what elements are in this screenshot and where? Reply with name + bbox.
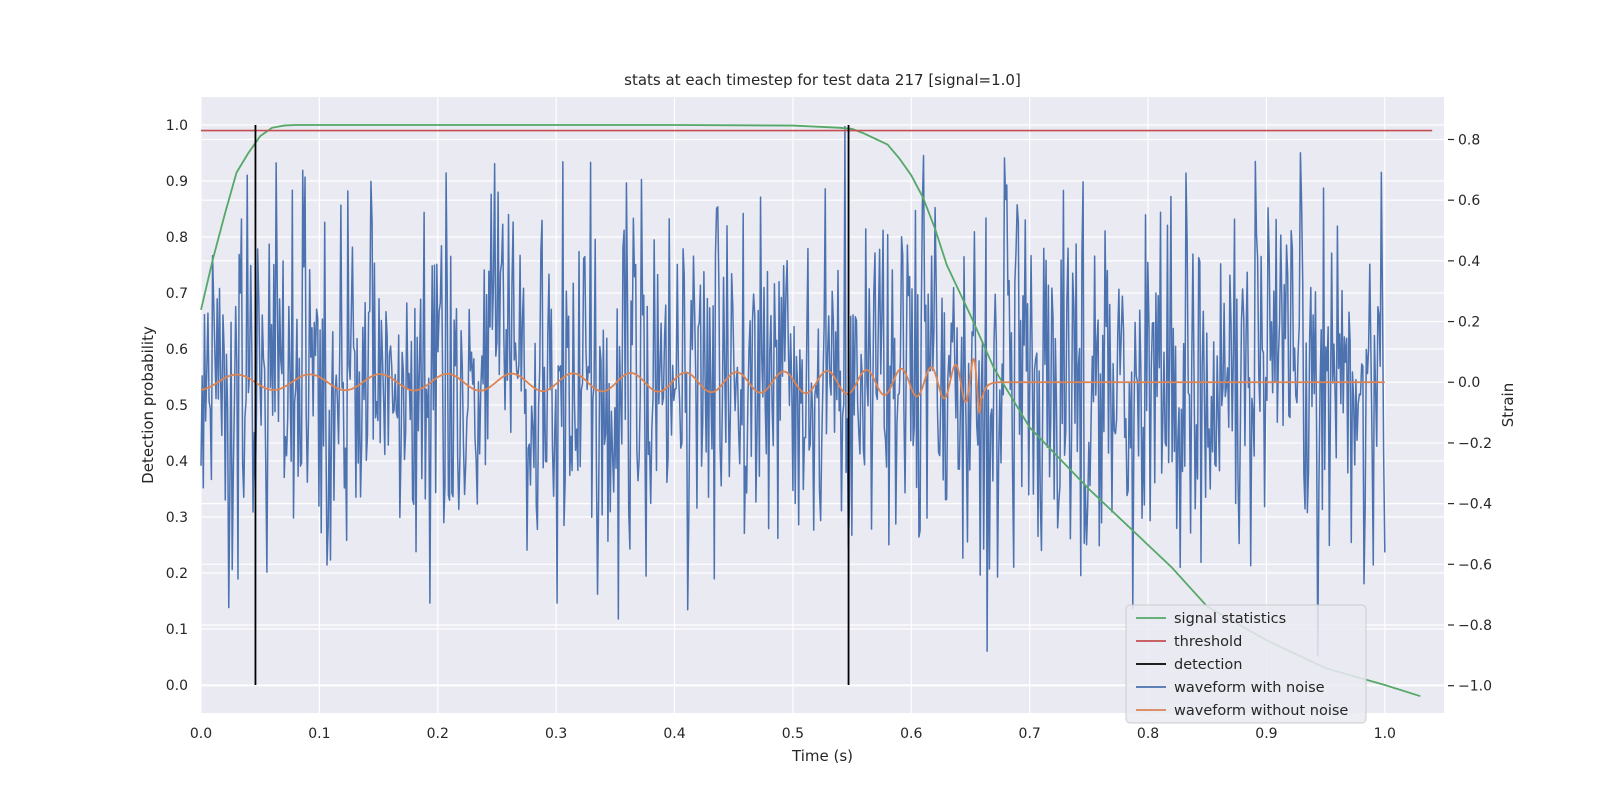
series-layer	[200, 124, 1433, 698]
y-left-tick-label: 0.3	[166, 510, 188, 526]
y-left-tick-label: 0.2	[166, 566, 188, 582]
y-right-tick-label: 0.6	[1458, 193, 1480, 209]
x-tick-label: 0.7	[1019, 726, 1041, 742]
y-axis-label-right: Strain	[1499, 383, 1517, 427]
x-tick-label: 0.8	[1137, 726, 1159, 742]
series-waveform-without-noise	[200, 357, 1385, 414]
y-right-tick-label: −0.4	[1458, 497, 1492, 513]
legend-entry: waveform without noise	[1174, 703, 1348, 719]
legend-entry: signal statistics	[1174, 611, 1286, 627]
y-axis-label-left: Detection probability	[139, 326, 157, 484]
axes-layer: 0.0 0.1 0.2 0.3 0.4 0.5 0.6 0.7 0.8 0.9 1.0 0.0 0.1 0…	[166, 118, 1492, 742]
y-left-tick-label: 0.0	[166, 678, 188, 694]
series-waveform-with-noise	[200, 125, 1386, 657]
y-right-tick-label: −0.6	[1458, 557, 1492, 573]
legend-box	[1125, 604, 1367, 724]
x-axis-label: Time (s)	[791, 747, 853, 765]
x-tick-label: 0.2	[427, 726, 449, 742]
y-left-tick-label: 0.8	[166, 230, 188, 246]
y-left-tick-label: 0.6	[166, 342, 188, 358]
y-left-tick-label: 0.1	[166, 622, 188, 638]
x-tick-label: 0.1	[308, 726, 330, 742]
y-right-tick-label: −0.8	[1458, 618, 1492, 634]
x-tick-label: 0.3	[545, 726, 567, 742]
x-tick-label: 0.6	[900, 726, 922, 742]
y-left-tick-label: 0.5	[166, 398, 188, 414]
y-right-tick-label: −1.0	[1458, 679, 1492, 695]
y-left-tick-label: 0.9	[166, 174, 188, 190]
legend: signal statistics threshold detection wavef…	[1125, 604, 1367, 724]
y-right-tick-label: 0.4	[1458, 254, 1480, 270]
x-tick-label: 0.5	[782, 726, 804, 742]
y-right-tick-label: 0.0	[1458, 375, 1480, 391]
legend-entry: threshold	[1174, 634, 1242, 650]
legend-entry: waveform with noise	[1174, 680, 1325, 696]
y-left-tick-label: 0.7	[166, 286, 188, 302]
x-tick-label: 0.4	[663, 726, 685, 742]
y-right-tick-label: −0.2	[1458, 436, 1492, 452]
chart-title: stats at each timestep for test data 217…	[624, 71, 1021, 89]
legend-entry: detection	[1174, 657, 1242, 673]
x-tick-label: 1.0	[1374, 726, 1396, 742]
x-tick-label: 0.9	[1255, 726, 1277, 742]
y-left-tick-label: 0.4	[166, 454, 188, 470]
y-right-tick-label: 0.2	[1458, 315, 1480, 331]
x-tick-label: 0.0	[190, 726, 212, 742]
y-right-tick-label: 0.8	[1458, 132, 1480, 148]
y-left-tick-label: 1.0	[166, 118, 188, 134]
